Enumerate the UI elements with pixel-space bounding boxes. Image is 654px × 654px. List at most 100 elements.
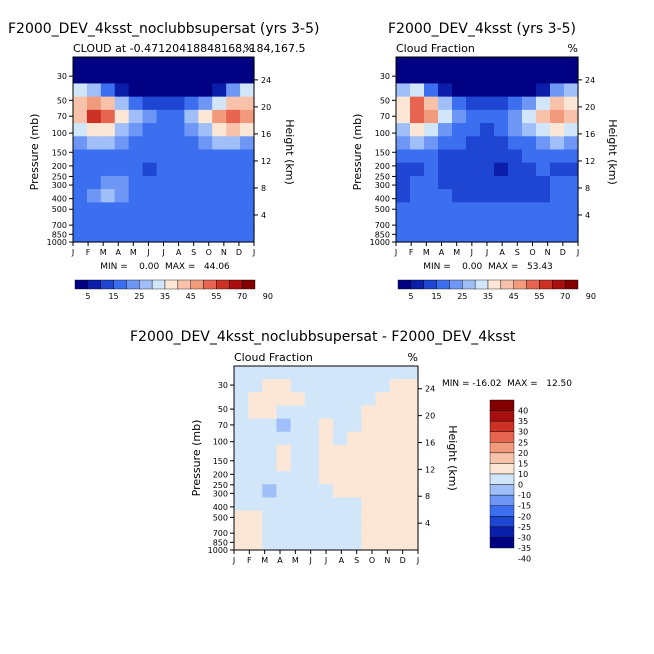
contour-cell [396, 136, 411, 151]
contour-cell [86, 215, 102, 230]
contour-cell [438, 202, 453, 217]
contour-cell [234, 497, 249, 512]
contour-cell [389, 458, 405, 472]
contour-cell [396, 57, 411, 71]
contour-cell [361, 523, 377, 538]
colorbar-swatch [423, 279, 437, 290]
contour-cell [480, 136, 495, 151]
colorbar-swatch [151, 279, 166, 290]
contour-cell [212, 175, 227, 190]
colorbar-swatch [449, 279, 463, 290]
contour-cell [466, 70, 481, 85]
contour-cell [480, 202, 495, 217]
y-tick-label-right: 4 [425, 519, 430, 528]
contour-cell [262, 536, 278, 551]
contour-cell [86, 149, 102, 164]
contour-cell [100, 202, 116, 217]
colorbar-swatch [203, 279, 217, 290]
contour-cell [361, 431, 377, 446]
contour-cell [424, 202, 439, 217]
contour-cell [262, 497, 278, 512]
contour-cell [128, 189, 144, 203]
colorbar-label: 55 [534, 292, 544, 301]
contour-cell [100, 175, 116, 190]
contour-cell [128, 109, 144, 124]
x-tick-label: A [439, 248, 445, 257]
contour-cell [396, 202, 411, 217]
x-tick-label: M [453, 248, 460, 257]
contour-cell [170, 70, 185, 85]
contour-cell [410, 57, 425, 71]
x-tick-label: J [146, 248, 149, 257]
contour-cell [318, 536, 334, 551]
contour-cell [142, 57, 158, 71]
colorbar-swatch [526, 279, 540, 290]
contour-cell [396, 96, 411, 111]
contour-cell [318, 431, 334, 446]
contour-cell [290, 523, 306, 538]
contour-cell [156, 83, 172, 98]
contour-cell [522, 202, 537, 217]
contour-cell [550, 228, 565, 243]
contour-cell [480, 109, 495, 124]
contour-cell [318, 366, 334, 380]
contour-cell [240, 136, 255, 151]
contour-cell [494, 228, 509, 243]
contour-cell [170, 175, 185, 190]
contour-cell [494, 215, 509, 230]
contour-cell [142, 136, 158, 151]
contour-cell [100, 228, 116, 243]
contour-cell [276, 484, 292, 499]
contour-cell [276, 405, 292, 420]
contour-cell [184, 149, 199, 164]
x-tick-label: D [560, 248, 566, 257]
contour-cell [86, 70, 102, 85]
panel-bottom-difference: F2000_DEV_4ksst_noclubbsupersat - F2000_… [130, 329, 572, 565]
contour-cell [184, 228, 199, 243]
contour-cell [114, 70, 130, 85]
contour-cell [100, 123, 116, 137]
panel-subtitle: Cloud Fraction [234, 351, 313, 364]
x-tick-label: A [499, 248, 505, 257]
contour-cell [226, 136, 241, 151]
colorbar-label: 5 [85, 292, 90, 301]
contour-cell [276, 418, 292, 433]
contour-cell [347, 510, 362, 525]
y-tick-label-right: 8 [425, 492, 430, 501]
x-tick-label: S [354, 556, 359, 565]
x-tick-label: D [400, 556, 406, 565]
contour-cell [240, 96, 255, 111]
contour-cell [410, 123, 425, 137]
colorbar-swatch [177, 279, 191, 290]
contour-cell [234, 418, 249, 433]
x-tick-label: N [545, 248, 551, 257]
contour-cell [564, 83, 579, 98]
contour-cell [234, 536, 249, 551]
contour-cell [396, 149, 411, 164]
contour-cell [290, 536, 306, 551]
contour-cell [494, 109, 509, 124]
contour-cell [508, 123, 523, 137]
contour-cell [403, 458, 419, 472]
contour-cell [361, 484, 377, 499]
contour-cell [536, 136, 551, 151]
contour-cell [438, 136, 453, 151]
contour-cell [508, 57, 523, 71]
contour-cell [240, 228, 255, 243]
contour-cell [156, 109, 172, 124]
panel-title: F2000_DEV_4ksst (yrs 3-5) [388, 21, 576, 37]
y-tick-label: 400 [375, 195, 390, 204]
contour-cell [424, 109, 439, 124]
contour-cell [480, 228, 495, 243]
y-tick-label: 30 [57, 72, 67, 81]
plot-axes: J F M A M J J A S O N D J305070100150200250300400500… [208, 365, 435, 565]
contour-cell [234, 444, 249, 459]
contour-cell [212, 83, 227, 98]
contour-cell [198, 162, 213, 177]
colorbar-label: -30 [518, 533, 531, 542]
y-axis-label: Pressure (mb) [28, 114, 41, 191]
y-tick-label: 300 [52, 181, 67, 190]
contour-cell [452, 136, 467, 151]
contour-cell [114, 109, 130, 124]
